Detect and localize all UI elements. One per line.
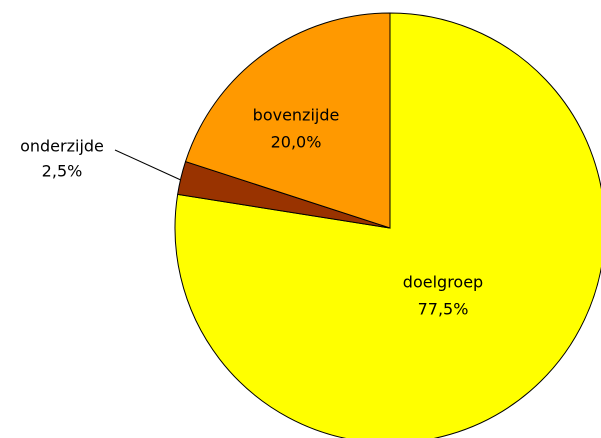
pie-slice bbox=[174, 12, 601, 438]
slice-label: bovenzijde bbox=[253, 106, 340, 125]
slice-label: onderzijde bbox=[20, 137, 104, 156]
pie-slice bbox=[184, 12, 391, 229]
slice-value: 2,5% bbox=[42, 162, 83, 181]
leader-line bbox=[114, 149, 184, 182]
slice-value: 77,5% bbox=[418, 300, 469, 319]
slice-value: 20,0% bbox=[271, 133, 322, 152]
slice-label: doelgroep bbox=[403, 273, 483, 292]
